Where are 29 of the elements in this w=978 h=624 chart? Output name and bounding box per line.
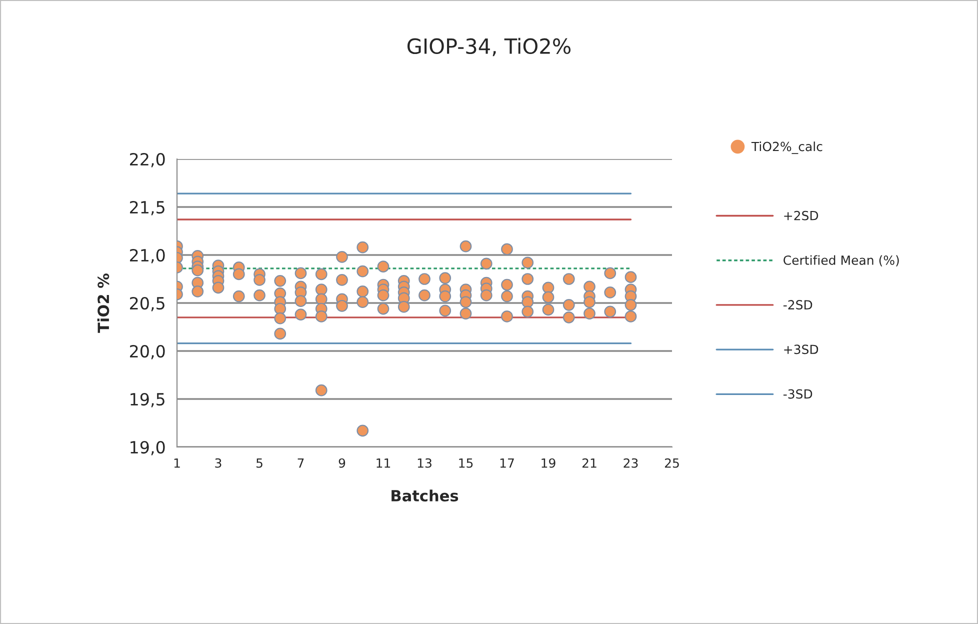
y-tick-label: 21,5	[130, 200, 164, 216]
y-tick-label: 19,0	[130, 440, 165, 456]
legend-label: -2SD	[783, 300, 812, 310]
y-tick-label: 20,5	[130, 296, 164, 312]
legend-label: +3SD	[784, 344, 818, 354]
y-tick-label: 22,0	[130, 152, 165, 168]
y-tick-label: 19,5	[130, 392, 164, 408]
x-tick-label: 5	[256, 458, 262, 468]
x-tick-label: 15	[459, 458, 473, 468]
legend-label: Certified Mean (%)	[784, 255, 899, 266]
legend-label: -3SD	[783, 389, 812, 399]
x-tick-label: 21	[582, 458, 596, 468]
x-axis-title: Batches	[392, 490, 458, 502]
y-tick-label: 20,0	[130, 344, 165, 360]
y-axis-title: TiO2 %	[97, 274, 110, 333]
x-tick-label: 11	[376, 458, 390, 468]
x-tick-label: 9	[338, 458, 346, 468]
x-tick-label: 25	[664, 458, 679, 468]
x-tick-label: 1	[174, 458, 180, 468]
chart-title: GIOP-34, TiO2%	[407, 38, 571, 56]
legend-label: +2SD	[784, 210, 818, 220]
x-tick-label: 13	[418, 458, 432, 468]
x-tick-label: 3	[215, 458, 222, 468]
legend-label: TiO2%_calc	[751, 142, 822, 154]
x-tick-label: 17	[500, 458, 514, 468]
y-tick-label: 21,0	[130, 248, 165, 264]
x-tick-label: 7	[298, 458, 304, 468]
x-tick-label: 23	[624, 458, 638, 468]
x-tick-label: 19	[542, 458, 556, 468]
